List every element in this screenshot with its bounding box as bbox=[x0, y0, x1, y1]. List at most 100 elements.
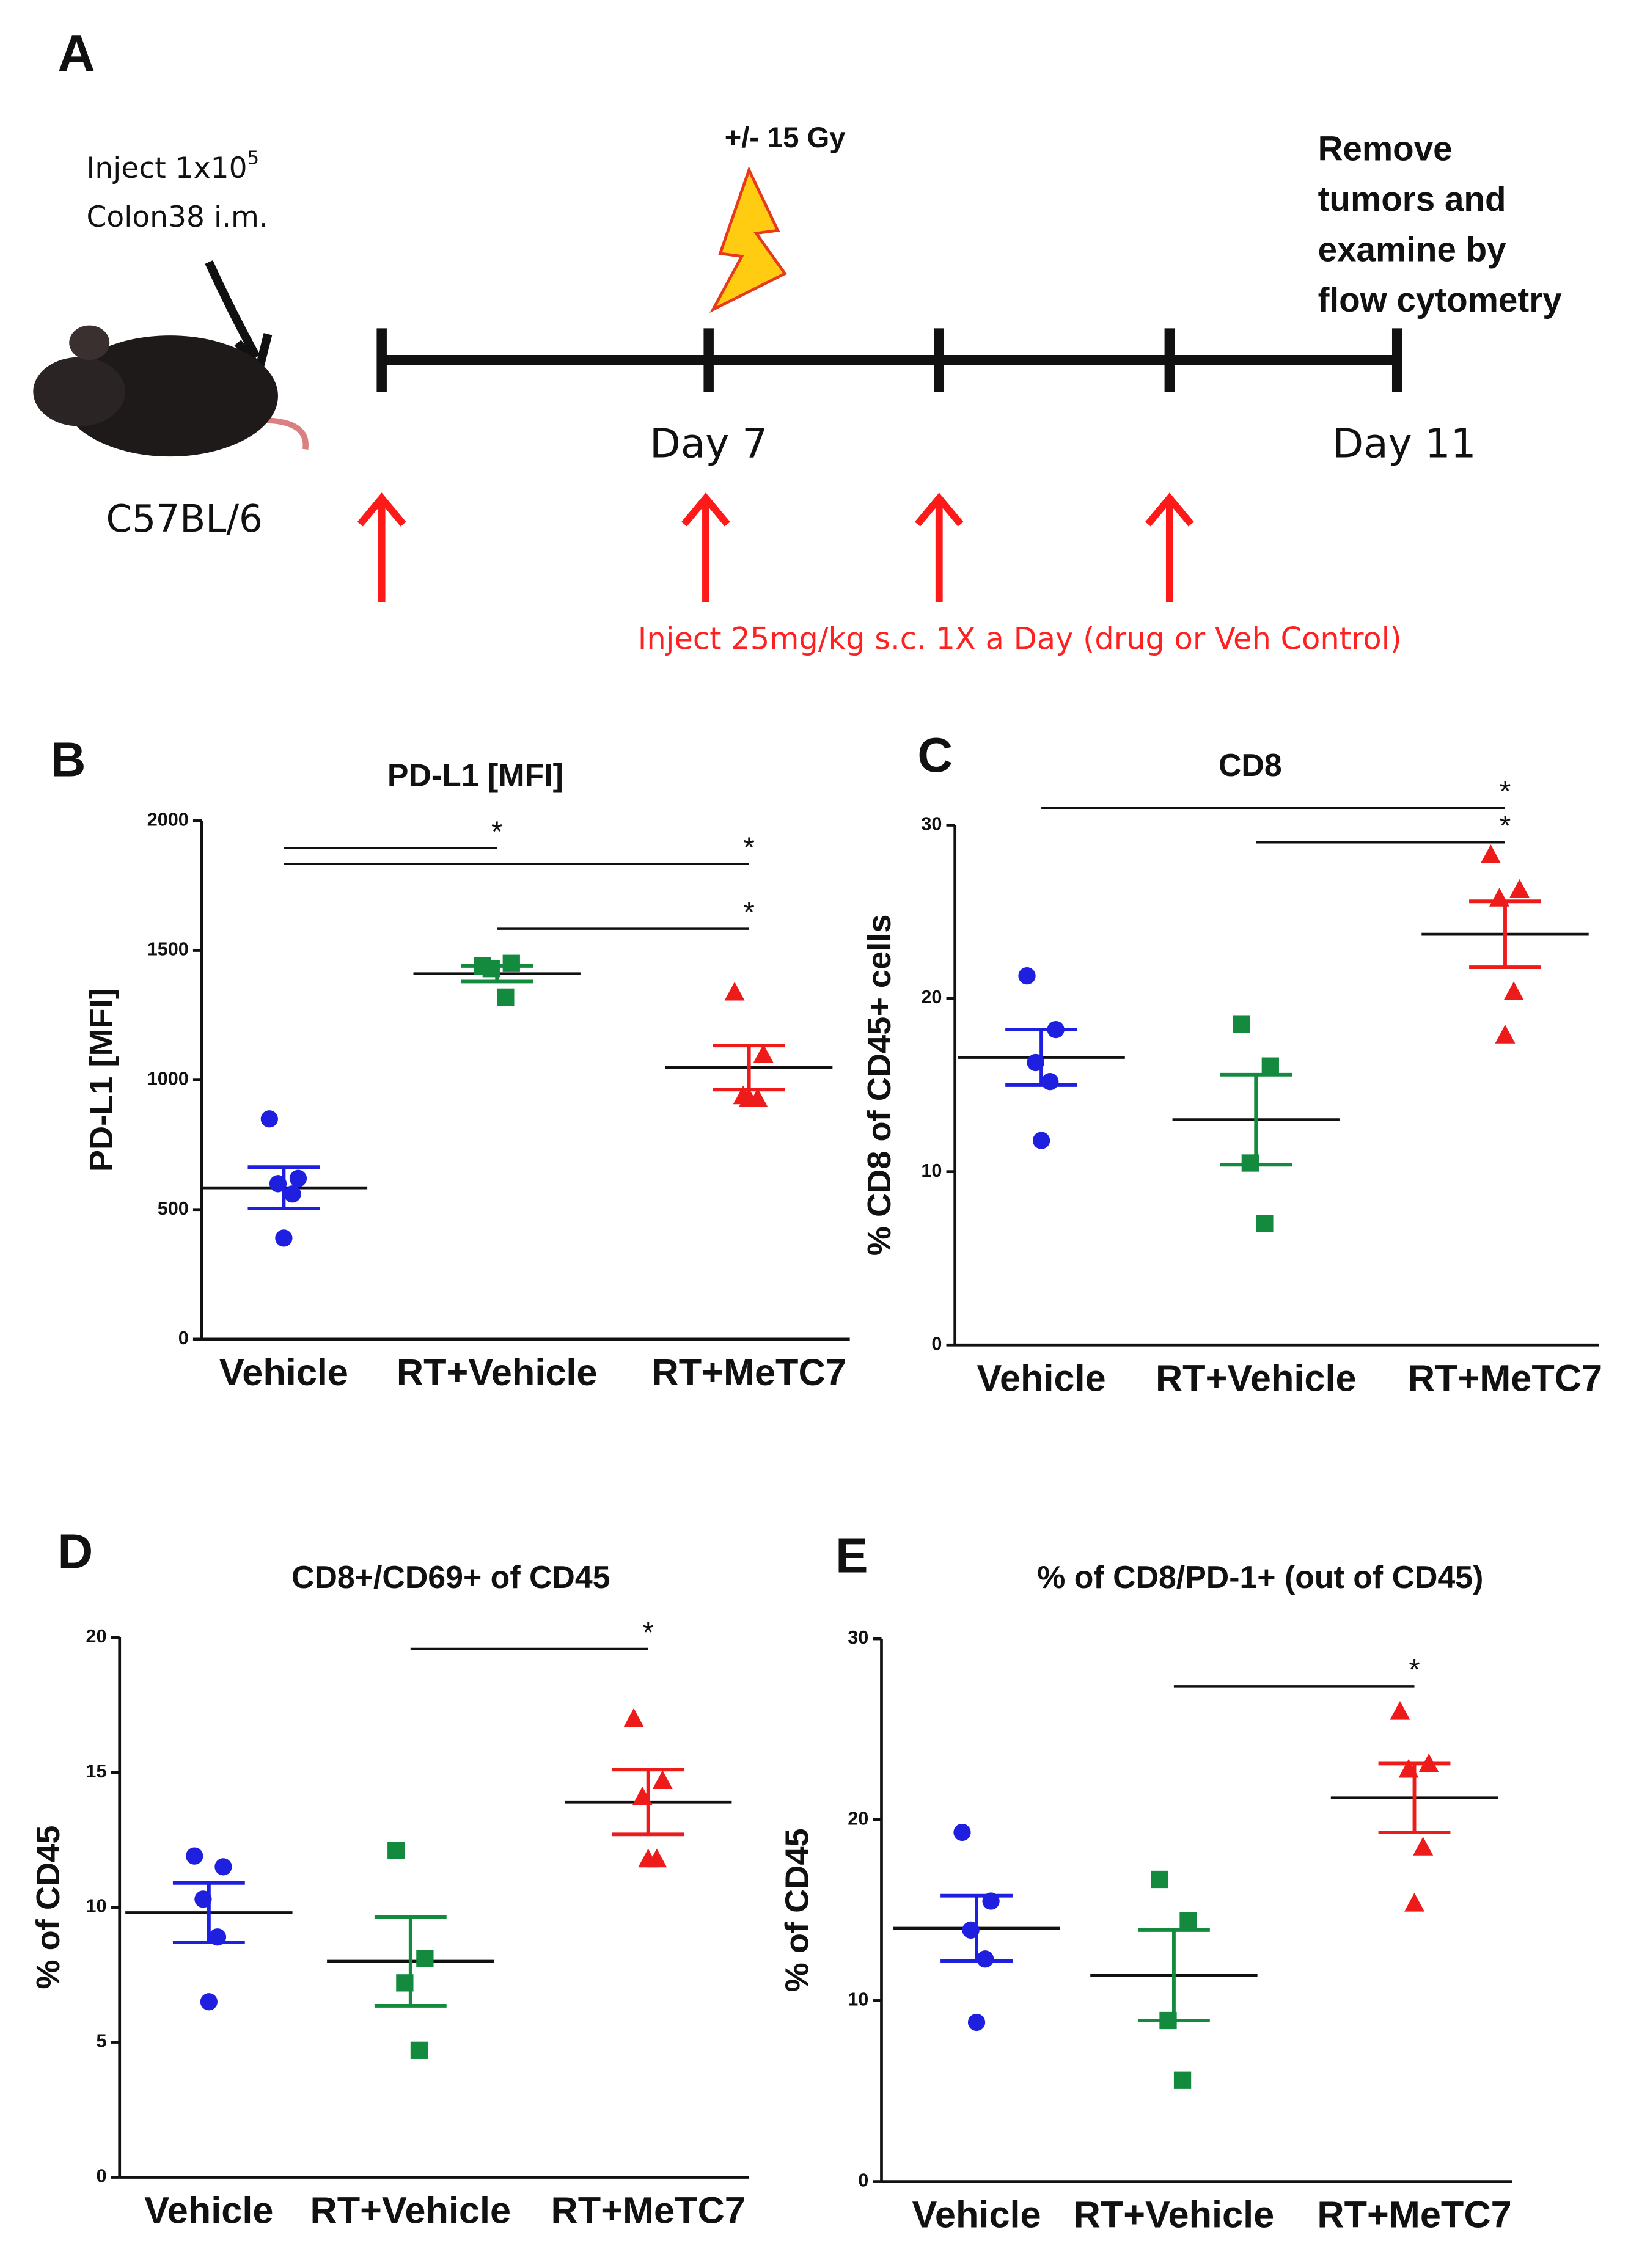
significance-label: * bbox=[1500, 775, 1511, 807]
panel-a: A Inject 1x105 Colon38 i.m. C57BL/6 +/- … bbox=[33, 24, 1562, 656]
y-tick-label: 500 bbox=[158, 1198, 189, 1219]
data-point bbox=[632, 1786, 653, 1805]
data-point bbox=[1233, 1015, 1250, 1033]
data-point bbox=[186, 1847, 203, 1865]
significance-label: * bbox=[743, 831, 754, 863]
data-point bbox=[1503, 981, 1524, 1000]
data-point bbox=[638, 1848, 659, 1868]
data-point bbox=[1041, 1073, 1059, 1091]
x-tick-label: RT+Vehicle bbox=[397, 1352, 598, 1393]
panel-label: D bbox=[57, 1524, 93, 1579]
data-point bbox=[497, 988, 515, 1006]
data-point bbox=[260, 1110, 278, 1128]
data-point bbox=[1018, 967, 1036, 985]
endpoint: tumors and bbox=[1318, 180, 1506, 218]
timeline-axis bbox=[376, 328, 1402, 392]
y-tick-label: 15 bbox=[86, 1761, 106, 1782]
data-point bbox=[623, 1708, 644, 1727]
data-point bbox=[1480, 844, 1501, 863]
data-point bbox=[200, 1993, 218, 2011]
y-tick-label: 0 bbox=[96, 2166, 106, 2187]
chart-title: PD-L1 [MFI] bbox=[387, 757, 563, 792]
dose-arrows bbox=[357, 492, 1194, 602]
day-label: Day 7 bbox=[650, 420, 768, 467]
chart-title: % of CD8/PD-1+ (out of CD45) bbox=[1037, 1559, 1483, 1595]
y-tick-label: 20 bbox=[921, 987, 942, 1008]
data-point bbox=[269, 1175, 287, 1193]
y-tick-label: 0 bbox=[858, 2170, 868, 2191]
data-point bbox=[416, 1950, 434, 1967]
data-point bbox=[208, 1928, 227, 1946]
dose-arrow bbox=[681, 492, 730, 602]
y-tick-label: 1500 bbox=[147, 939, 189, 960]
x-tick-label: RT+MeTC7 bbox=[551, 2190, 746, 2231]
y-axis-label: % CD8 of CD45+ cells bbox=[861, 915, 898, 1256]
data-point bbox=[214, 1858, 232, 1876]
mouse-ear bbox=[69, 325, 110, 360]
lightning bbox=[709, 166, 788, 313]
treatment: Inject 25mg/kg s.c. 1X a Day (drug or Ve… bbox=[638, 621, 1402, 656]
panel-label: A bbox=[57, 24, 95, 82]
data-point bbox=[1261, 1057, 1279, 1075]
significance-label: * bbox=[743, 896, 754, 928]
dose-arrow bbox=[357, 492, 406, 602]
data-point bbox=[1404, 1892, 1425, 1912]
data-point bbox=[396, 1974, 414, 1992]
y-tick-label: 5 bbox=[96, 2031, 106, 2052]
data-point bbox=[482, 960, 500, 978]
data-point bbox=[724, 981, 745, 1001]
inject-arrow bbox=[205, 260, 260, 359]
data-point bbox=[982, 1892, 1000, 1910]
data-point bbox=[1489, 888, 1510, 907]
x-tick-label: Vehicle bbox=[912, 2194, 1041, 2236]
dose-arrow bbox=[914, 492, 964, 602]
y-tick-label: 30 bbox=[848, 1627, 868, 1648]
chart: E % of CD8/PD-1+ (out of CD45) % of CD45 0 1… bbox=[779, 1528, 1512, 2236]
strain: C57BL/6 bbox=[106, 497, 263, 541]
data-point bbox=[1047, 1020, 1065, 1039]
mouse-body bbox=[62, 335, 278, 457]
significance-label: * bbox=[1500, 810, 1511, 842]
x-tick-label: RT+MeTC7 bbox=[1317, 2194, 1511, 2236]
data-point bbox=[1241, 1154, 1259, 1172]
inject-line2: Colon38 i.m. bbox=[87, 200, 268, 234]
y-tick-label: 10 bbox=[86, 1896, 106, 1917]
y-axis-label: % of CD45 bbox=[30, 1826, 67, 1989]
data-point bbox=[953, 1823, 971, 1842]
data-point bbox=[1390, 1701, 1410, 1720]
radiation: +/- 15 Gy bbox=[725, 121, 846, 153]
data-point bbox=[1151, 1870, 1168, 1889]
x-tick-label: Vehicle bbox=[144, 2190, 273, 2231]
data-point bbox=[652, 1770, 673, 1790]
endpoint: examine by bbox=[1318, 230, 1507, 268]
data-point bbox=[1509, 879, 1530, 898]
data-point bbox=[502, 954, 520, 972]
y-axis-label: PD-L1 [MFI] bbox=[83, 988, 120, 1172]
inject-exp: 5 bbox=[247, 147, 260, 169]
mouse-head bbox=[33, 357, 126, 426]
data-point bbox=[962, 1921, 980, 1939]
y-tick-label: 20 bbox=[86, 1626, 106, 1647]
y-tick-label: 2000 bbox=[147, 809, 189, 830]
y-tick-label: 0 bbox=[178, 1328, 189, 1348]
data-point bbox=[275, 1229, 293, 1247]
panel-label: C bbox=[917, 727, 953, 782]
y-tick-label: 30 bbox=[921, 814, 942, 835]
data-point bbox=[1398, 1758, 1419, 1778]
chart: D CD8+/CD69+ of CD45 % of CD45 0 5 10 15 20 Vehi… bbox=[30, 1524, 749, 2231]
data-point bbox=[753, 1044, 774, 1063]
chart-title: CD8 bbox=[1219, 747, 1282, 783]
chart: C CD8 % CD8 of CD45+ cells 0 10 20 30 Vehicle RT… bbox=[861, 727, 1602, 1399]
data-point bbox=[967, 2013, 986, 2032]
significance-label: * bbox=[491, 815, 502, 847]
data-point bbox=[194, 1890, 212, 1908]
data-point bbox=[1027, 1053, 1044, 1072]
data-point bbox=[1179, 1912, 1197, 1930]
data-point bbox=[977, 1950, 994, 1968]
y-tick-label: 10 bbox=[921, 1160, 942, 1181]
x-tick-label: RT+Vehicle bbox=[1156, 1357, 1357, 1399]
data-point bbox=[1418, 1753, 1439, 1772]
y-tick-label: 10 bbox=[848, 1989, 868, 2010]
inject-main: Inject 1x10 bbox=[87, 152, 247, 185]
